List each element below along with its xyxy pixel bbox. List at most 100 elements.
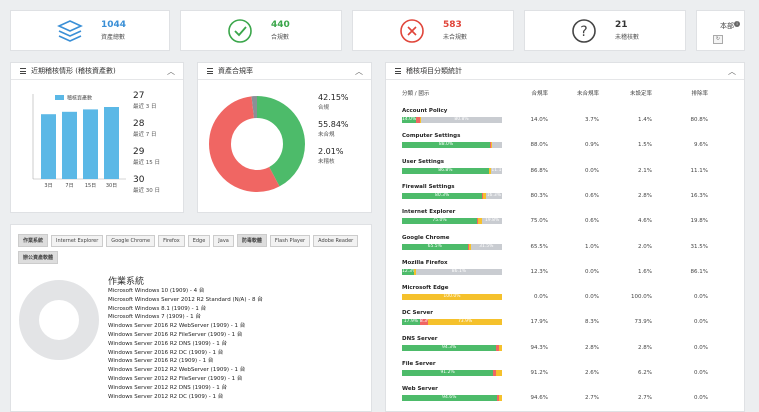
trend-tick-label: 30日	[106, 183, 117, 189]
table-row[interactable]: Computer Settings 88.0% 88.0% 0.9% 1.5% 9.6%	[386, 131, 745, 156]
legend-label: 稽核資產數	[67, 95, 92, 102]
table-cell: 4.6%	[638, 218, 652, 225]
os-list-item: Windows Server 2012 R2 DNS (1909) - 1 台	[108, 384, 228, 391]
table-cell: 1.4%	[638, 117, 652, 123]
table-cell: 80.3%	[530, 192, 548, 199]
bar-segment: 19.8%	[482, 218, 502, 225]
table-cell: 80.8%	[690, 117, 708, 123]
table-row[interactable]: User Settings 86.8% 11.1 86.8% 0.0% 2.1% 11.1%	[386, 157, 745, 182]
os-filter-tab[interactable]: Flash Player	[269, 235, 311, 247]
table-row[interactable]: File Server 91.2% 91.2% 2.6% 6.2% 0.0%	[386, 359, 745, 384]
table-header[interactable]: 分類 / 國示	[402, 91, 430, 97]
table-header[interactable]: 未設定率	[629, 91, 652, 97]
table-header[interactable]: 未合規率	[576, 91, 599, 97]
trend-summary-value: 27	[133, 91, 145, 101]
table-cell: 75.0%	[530, 218, 548, 225]
os-filter-tab[interactable]: Adobe Reader	[313, 235, 359, 247]
os-list-item: Microsoft Windows 8.1 (1909) - 1 台	[108, 305, 207, 312]
panel-title: 資產合規率	[218, 67, 253, 75]
os-filter-tab[interactable]: 作業系統	[18, 234, 49, 247]
trend-summary-value: 30	[133, 175, 145, 185]
bar-segment	[499, 344, 502, 351]
table-cell: 0.0%	[694, 294, 708, 301]
os-list-item: Microsoft Windows 7 (1909) - 1 台	[108, 314, 201, 321]
panel-title: 稽核項目分類統計	[406, 67, 462, 75]
os-filter-tab[interactable]: Google Chrome	[106, 235, 156, 247]
stacked-bar: 12.3%86.1%	[402, 268, 502, 275]
os-filter-tab[interactable]: Java	[213, 235, 234, 247]
category-table-panel: 稽核項目分類統計 ︿ 分類 / 國示 合規率 未合規率 未設定率 排除率 Account …	[385, 62, 745, 412]
os-filter-tab[interactable]: Internet Explorer	[51, 235, 104, 247]
os-list-item: Windows Server 2012 R2 WebServer (1909) …	[108, 367, 246, 374]
os-list-item: Windows Server 2016 R2 FileServer (1909)…	[108, 331, 243, 338]
panel-header: 近期稽核情形 (稽核資產數) ︿	[11, 63, 183, 80]
os-list-item: Windows Server 2016 R2 WebServer (1909) …	[108, 323, 246, 330]
table-row[interactable]: Google Chrome 65.5% 31.5% 65.5% 1.0% 2.0% 31.5…	[386, 233, 745, 258]
bar-segment	[490, 142, 491, 149]
chevron-up-icon[interactable]: ︿	[167, 67, 175, 76]
chevron-up-icon[interactable]: ︿	[355, 67, 363, 76]
table-header[interactable]: 合規率	[531, 91, 548, 97]
trend-panel: 近期稽核情形 (稽核資產數) ︿ 稽核資產數 3日 7日 15日 30日 27 最近 3…	[10, 62, 184, 213]
table-row[interactable]: Mozilla Firefox12.3%86.1%12.3%0.0%1.6%86…	[386, 258, 745, 283]
info-icon[interactable]: i	[734, 21, 740, 27]
table-cell: 0.9%	[585, 142, 599, 149]
table-cell: 12.3%	[530, 268, 548, 275]
table-cell: 2.1%	[638, 167, 652, 174]
trend-summary-row: 28 最近 7 日	[133, 119, 157, 138]
os-filter-tab[interactable]: 防毒軟體	[236, 234, 267, 247]
compliance-donut	[209, 96, 305, 192]
table-row[interactable]: DNS Server 94.3% 94.3% 2.8% 2.8% 0.0%	[386, 334, 745, 359]
stat-label: 未合規數	[443, 34, 468, 41]
os-list-item: Windows Server 2016 R2 DC (1909) - 1 台	[108, 349, 224, 356]
table-cell: 1.5%	[638, 142, 652, 149]
bar-segment	[477, 218, 478, 225]
table-row[interactable]: DC Server17.9%8.3%73.9%17.9%8.3%73.9%0.0…	[386, 308, 745, 333]
category-name: Computer Settings	[402, 133, 461, 140]
bar-segment	[496, 395, 500, 402]
table-cell: 0.0%	[585, 167, 599, 174]
table-header[interactable]: 排除率	[691, 91, 708, 97]
trend-summary-label: 最近 30 日	[133, 188, 160, 194]
stat-label: 未稽核數	[615, 34, 640, 41]
bar-segment	[493, 370, 496, 376]
os-filter-tab[interactable]: 辦公資產軟體	[18, 251, 59, 264]
table-cell: 3.7%	[585, 117, 599, 123]
table-cell: 2.6%	[585, 370, 599, 376]
table-row[interactable]: Web Server 94.6% 94.6% 2.7% 2.7% 0.0%	[386, 384, 745, 409]
menu-icon	[395, 68, 401, 74]
stacked-bar: 86.8% 11.1	[402, 167, 502, 174]
table-row[interactable]: Internet Explorer 75.0% 19.8% 75.0% 0.6% 4.6%…	[386, 207, 745, 232]
table-cell: 8.3%	[585, 319, 599, 326]
trend-summary-row: 29 最近 15 日	[133, 147, 160, 166]
trend-tick-label: 7日	[65, 183, 73, 189]
table-cell: 9.6%	[694, 142, 708, 149]
trend-summary-label: 最近 3 日	[133, 104, 157, 110]
table-cell: 2.7%	[638, 395, 652, 402]
bar-segment: 80.8%	[421, 117, 502, 123]
trend-bar	[83, 109, 98, 179]
compliance-label: 未稽核	[318, 159, 335, 165]
table-row[interactable]: Account Policy 14.0% 80.8% 14.0% 3.7% 1.4% 80.…	[386, 106, 745, 131]
compliance-legend-row: 42.15% 合規	[318, 93, 349, 111]
table-cell: 0.0%	[585, 268, 599, 275]
os-filter-tab[interactable]: Edge	[187, 235, 211, 247]
bar-segment	[495, 370, 502, 376]
table-cell: 2.7%	[585, 395, 599, 402]
os-list-item: Windows Server 2012 R2 FileServer (1909)…	[108, 375, 243, 382]
os-tab-bar: 作業系統 Internet Explorer Google Chrome Firefo…	[18, 234, 368, 268]
trend-summary-label: 最近 15 日	[133, 160, 160, 166]
bar-segment	[482, 192, 486, 199]
stat-card-compliant: 440 合規數	[180, 10, 342, 51]
os-filter-tab[interactable]: Firefox	[158, 235, 185, 247]
chevron-up-icon[interactable]: ︿	[728, 67, 736, 76]
table-row[interactable]: Firewall Settings 80.3% 16.3% 80.3% 0.6% 2.8%…	[386, 182, 745, 207]
bar-segment	[496, 344, 500, 351]
refresh-button[interactable]: ↻	[713, 35, 723, 44]
bar-segment	[414, 268, 416, 275]
stacked-bar: 80.3% 16.3%	[402, 192, 502, 199]
category-name: Mozilla Firefox	[402, 259, 448, 266]
category-name: Firewall Settings	[402, 183, 455, 190]
table-row[interactable]: Microsoft Edge 100.0% 0.0% 0.0% 100.0% 0.0%	[386, 283, 745, 308]
bar-segment	[492, 142, 502, 149]
